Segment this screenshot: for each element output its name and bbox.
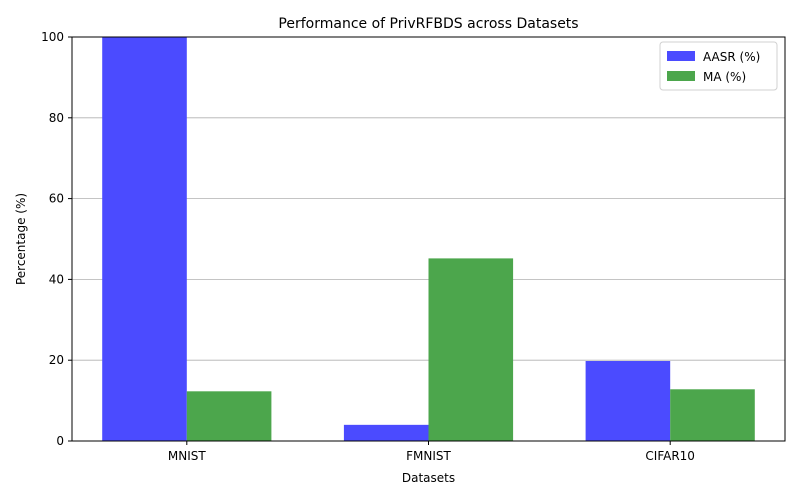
bars [102, 37, 755, 441]
bar-cifar10-series-2 [670, 389, 755, 441]
y-tick-label: 20 [49, 353, 64, 367]
legend-swatch [667, 71, 695, 81]
x-tick-label: FMNIST [406, 449, 451, 463]
bar-mnist-series-2 [186, 391, 272, 441]
y-tick-label: 40 [49, 272, 64, 286]
bar-fmnist-series-1 [343, 424, 429, 441]
x-axis-ticks: MNIST FMNIST CIFAR10 [168, 441, 695, 463]
chart-title: Performance of PrivRFBDS across Datasets [278, 16, 578, 32]
legend-swatch [667, 51, 695, 61]
y-axis-label: Percentage (%) [14, 193, 28, 285]
legend: AASR (%) MA (%) [659, 41, 778, 91]
x-tick-label: MNIST [168, 449, 206, 463]
bar-fmnist-series-2 [428, 258, 514, 441]
bar-cifar10-series-1 [585, 361, 671, 441]
x-axis-label: Datasets [402, 471, 455, 485]
y-tick-label: 60 [49, 192, 64, 206]
y-axis-ticks: 0 20 40 60 80 100 [41, 30, 72, 448]
y-tick-label: 80 [49, 111, 64, 125]
y-tick-label: 0 [56, 434, 64, 448]
legend-label: AASR (%) [703, 50, 760, 64]
x-tick-label: CIFAR10 [645, 449, 695, 463]
y-tick-label: 100 [41, 30, 64, 44]
bar-mnist-series-1 [102, 37, 187, 441]
legend-label: MA (%) [703, 70, 746, 84]
